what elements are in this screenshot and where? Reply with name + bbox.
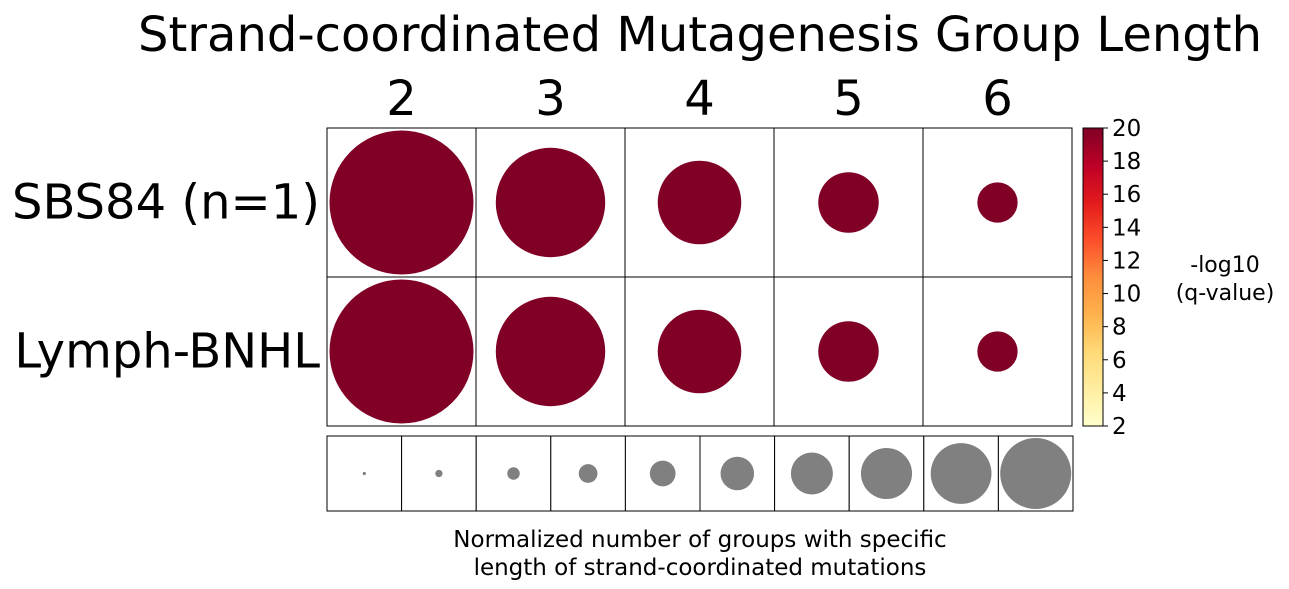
chart-title: Strand-coordinated Mutagenesis Group Len… bbox=[138, 7, 1262, 63]
colorbar-tick-label: 12 bbox=[1112, 248, 1141, 274]
size-legend-bubble bbox=[507, 467, 520, 480]
bubble bbox=[657, 160, 742, 245]
size-legend bbox=[326, 435, 1074, 512]
bubble bbox=[495, 147, 606, 258]
bubble bbox=[818, 172, 879, 233]
colorbar: 2 4 6 8 10 12 14 16 18 20 bbox=[1082, 116, 1141, 440]
size-legend-bubble bbox=[1000, 438, 1072, 509]
colorbar-tick-label: 6 bbox=[1112, 348, 1127, 374]
colorbar-tick-label: 18 bbox=[1112, 149, 1141, 175]
size-legend-bubble bbox=[649, 460, 676, 487]
colorbar-tick-label: 8 bbox=[1112, 315, 1127, 341]
size-legend-cell bbox=[550, 435, 626, 512]
colorbar-tick-label: 4 bbox=[1112, 381, 1127, 407]
size-legend-bubble bbox=[790, 452, 833, 495]
column-label: 5 bbox=[833, 71, 864, 127]
size-legend-bubble bbox=[362, 471, 366, 476]
colorbar-tick-label: 16 bbox=[1112, 182, 1141, 208]
size-legend-bubble bbox=[720, 456, 755, 491]
column-labels: 2 3 4 5 6 bbox=[386, 71, 1013, 127]
colorbar-tick-label: 10 bbox=[1112, 282, 1141, 308]
colorbar-label-line: (q-value) bbox=[1176, 281, 1275, 306]
colorbar-tick-label: 20 bbox=[1112, 116, 1141, 142]
size-legend-label: Normalized number of groups with specifi… bbox=[453, 527, 946, 581]
column-label: 3 bbox=[535, 71, 566, 127]
column-label: 6 bbox=[982, 71, 1013, 127]
bubble-grid bbox=[326, 127, 1073, 427]
size-legend-bubble bbox=[930, 443, 992, 504]
row-labels: SBS84 (n=1) Lymph-BNHL bbox=[12, 175, 320, 380]
size-legend-bubble bbox=[435, 469, 443, 478]
bubble bbox=[329, 279, 474, 424]
row-label: SBS84 (n=1) bbox=[12, 175, 320, 231]
bubble bbox=[818, 321, 879, 382]
colorbar-tick-label: 2 bbox=[1112, 414, 1127, 440]
bubble bbox=[495, 296, 606, 407]
colorbar-gradient bbox=[1082, 127, 1104, 427]
colorbar-label-line: -log10 bbox=[1190, 253, 1259, 278]
bubble bbox=[977, 182, 1018, 223]
size-legend-bubble bbox=[578, 464, 598, 483]
size-legend-label-line: Normalized number of groups with specifi… bbox=[453, 527, 946, 553]
column-label: 2 bbox=[386, 71, 417, 127]
bubble bbox=[977, 331, 1018, 372]
row-label: Lymph-BNHL bbox=[14, 324, 320, 380]
bubble bbox=[329, 130, 474, 275]
bubble bbox=[657, 309, 742, 394]
size-legend-bubble bbox=[860, 447, 913, 500]
column-label: 4 bbox=[684, 71, 715, 127]
colorbar-tick-label: 14 bbox=[1112, 215, 1141, 241]
size-legend-label-line: length of strand-coordinated mutations bbox=[474, 555, 927, 581]
colorbar-label: -log10 (q-value) bbox=[1176, 253, 1275, 306]
